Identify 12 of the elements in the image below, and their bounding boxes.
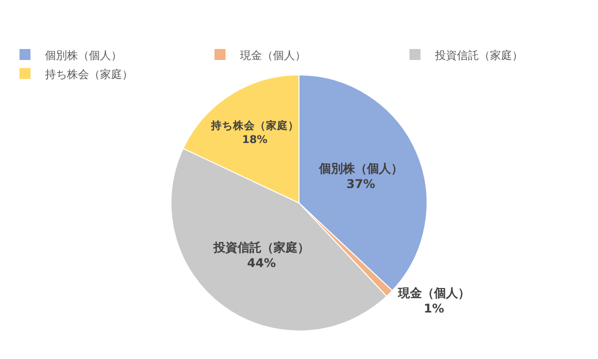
slice-label: 個別株（個人） — [318, 162, 403, 176]
legend-label: 個別株（個人） — [45, 48, 122, 62]
legend-label: 現金（個人） — [240, 48, 306, 62]
slice-label: 投資信託（家庭） — [212, 240, 310, 254]
legend-label: 投資信託（家庭） — [434, 48, 523, 62]
data-label: 44% — [247, 256, 276, 270]
data-label: 18% — [242, 134, 268, 146]
slice-label: 現金（個人） — [396, 286, 470, 300]
slice-label: 持ち株会（家庭） — [210, 119, 299, 132]
legend-label: 持ち株会（家庭） — [45, 68, 133, 81]
data-label: 1% — [424, 302, 444, 316]
data-label: 37% — [346, 177, 376, 192]
